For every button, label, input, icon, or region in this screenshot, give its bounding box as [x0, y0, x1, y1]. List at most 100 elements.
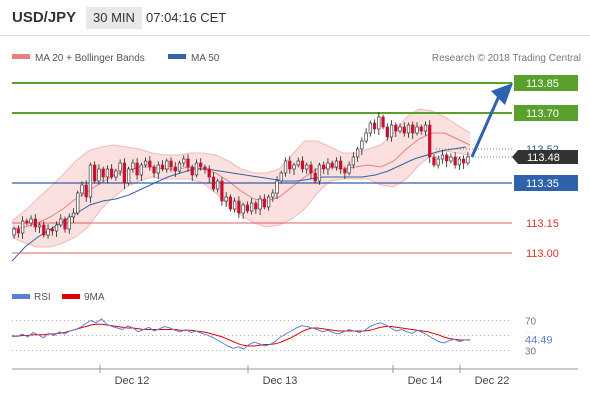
level-label-box-113-70: [514, 105, 578, 121]
candle: [313, 172, 317, 182]
candle: [360, 140, 364, 150]
candle: [445, 154, 449, 162]
candle: [148, 160, 152, 168]
level-label-113-85: 113.85: [526, 78, 559, 90]
candle: [266, 196, 271, 208]
candle: [143, 160, 148, 166]
bollinger-upper-line: [11, 108, 471, 222]
candle: [97, 168, 101, 182]
rsi-ma-line: [12, 323, 470, 347]
candle: [372, 122, 377, 130]
candle: [347, 164, 351, 174]
candle: [330, 162, 334, 168]
candle: [131, 162, 135, 170]
candle: [88, 164, 93, 198]
candle: [160, 164, 165, 170]
rsi-ma-legend-swatch: [62, 294, 80, 299]
chart-header: USD/JPY 30 MIN 07:04:16 CET: [0, 0, 590, 36]
candle: [300, 160, 305, 170]
candle: [16, 228, 20, 234]
rsi-legend-swatch: [12, 294, 30, 299]
chart-area: MA 20 + Bollinger Bands MA 50 Research ©…: [11, 53, 581, 387]
candle: [199, 162, 203, 168]
candle: [71, 212, 76, 218]
candle: [177, 162, 182, 172]
forecast-arrow-head: [491, 83, 513, 105]
candle: [385, 126, 389, 138]
candle: [462, 158, 466, 164]
candle: [262, 198, 266, 208]
candle: [309, 164, 313, 174]
candle: [12, 228, 16, 236]
ma50-legend-swatch: [168, 54, 186, 59]
candle: [207, 168, 211, 178]
ma20-legend-label: MA 20 + Bollinger Bands: [35, 53, 145, 64]
candle: [63, 218, 67, 230]
candle: [381, 116, 385, 128]
candle: [220, 180, 224, 202]
candle: [453, 156, 457, 166]
candle: [50, 228, 54, 232]
candle: [169, 160, 173, 168]
bollinger-band-area: [12, 109, 470, 247]
rsi-line: [11, 318, 471, 350]
candle: [241, 204, 245, 214]
level-label-box-113-85: [514, 75, 578, 91]
level-label-box-113-35: [514, 175, 578, 191]
level-label-box-113-15: [514, 215, 578, 231]
level-label-113-00: 113.00: [526, 248, 559, 260]
candle: [317, 164, 322, 182]
candle: [368, 122, 372, 134]
last-price-label: 113.48: [527, 152, 560, 164]
candle: [110, 168, 114, 178]
candle: [46, 228, 50, 236]
candle: [419, 126, 423, 132]
candle: [322, 164, 326, 170]
candle: [356, 148, 360, 158]
ma20-line: [11, 132, 471, 230]
candle: [449, 156, 453, 162]
candle: [122, 162, 126, 184]
candle: [20, 220, 25, 234]
forecast-arrow-shaft: [470, 95, 501, 158]
candle: [182, 158, 186, 164]
candle: [275, 180, 279, 194]
price-panel: 113.85113.70113.35113.15113.00113.52113.…: [11, 75, 578, 262]
candle: [245, 204, 249, 212]
candle: [42, 224, 46, 236]
candle: [457, 158, 462, 166]
x-axis-label: Dec 12: [115, 375, 150, 387]
rsi-tick-label-30: 30: [525, 347, 537, 358]
candle: [93, 164, 97, 182]
candle: [203, 166, 207, 170]
candle: [194, 162, 199, 176]
level-label-113-70: 113.70: [526, 108, 559, 120]
bollinger-lower-line: [11, 150, 471, 248]
candle: [466, 156, 470, 164]
candle: [228, 196, 233, 210]
rsi-legend-label: RSI: [34, 292, 51, 303]
candle: [152, 166, 156, 174]
candle: [33, 218, 37, 228]
x-axis-label: Dec 22: [475, 375, 510, 387]
candle: [364, 132, 368, 142]
candle: [216, 180, 220, 190]
timeframe-badge[interactable]: 30 MIN: [86, 7, 142, 29]
candle: [127, 168, 131, 184]
candle: [59, 218, 63, 226]
candle: [432, 156, 436, 166]
candle: [279, 172, 283, 182]
candle: [254, 202, 258, 210]
candle: [326, 162, 330, 170]
candle: [271, 192, 275, 198]
candle: [114, 170, 118, 178]
candle: [334, 160, 339, 168]
ma50-line: [11, 146, 467, 262]
copyright-text: Research © 2018 Trading Central: [432, 53, 581, 64]
candle: [411, 124, 415, 134]
candle: [233, 200, 237, 210]
symbol-title: USD/JPY: [12, 9, 77, 26]
candle: [283, 160, 288, 174]
x-axis: Dec 12 Dec 13 Dec 14 Dec 22: [99, 365, 510, 387]
candle: [173, 166, 177, 172]
